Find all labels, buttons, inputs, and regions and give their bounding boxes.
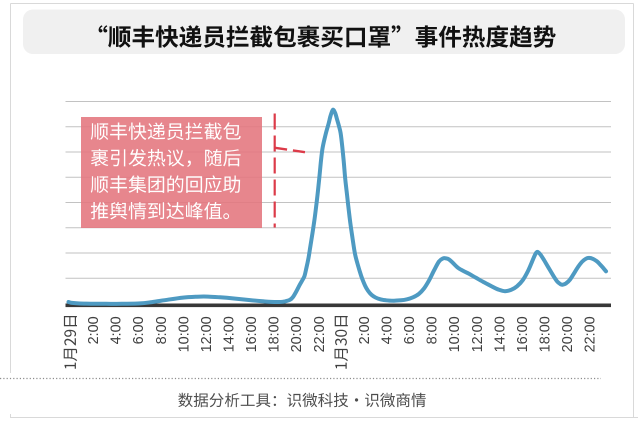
svg-text:18:00: 18:00: [538, 316, 554, 352]
svg-text:8:00: 8:00: [425, 316, 441, 344]
svg-text:12:00: 12:00: [199, 316, 215, 352]
svg-text:6:00: 6:00: [402, 316, 418, 344]
svg-text:12:00: 12:00: [470, 316, 486, 352]
svg-text:20:00: 20:00: [289, 316, 305, 352]
svg-text:22:00: 22:00: [312, 316, 328, 352]
svg-text:4:00: 4:00: [109, 316, 125, 344]
svg-text:6:00: 6:00: [131, 316, 147, 344]
svg-text:16:00: 16:00: [244, 316, 260, 352]
svg-text:22:00: 22:00: [583, 316, 599, 352]
svg-text:14:00: 14:00: [492, 316, 508, 352]
svg-text:14:00: 14:00: [222, 316, 238, 352]
svg-text:2:00: 2:00: [86, 316, 102, 344]
svg-text:10:00: 10:00: [447, 316, 463, 352]
svg-text:20:00: 20:00: [560, 316, 576, 352]
svg-text:8:00: 8:00: [154, 316, 170, 344]
svg-text:16:00: 16:00: [515, 316, 531, 352]
svg-text:4:00: 4:00: [380, 316, 396, 344]
svg-text:10:00: 10:00: [176, 316, 192, 352]
svg-text:18:00: 18:00: [267, 316, 283, 352]
svg-text:2:00: 2:00: [357, 316, 373, 344]
